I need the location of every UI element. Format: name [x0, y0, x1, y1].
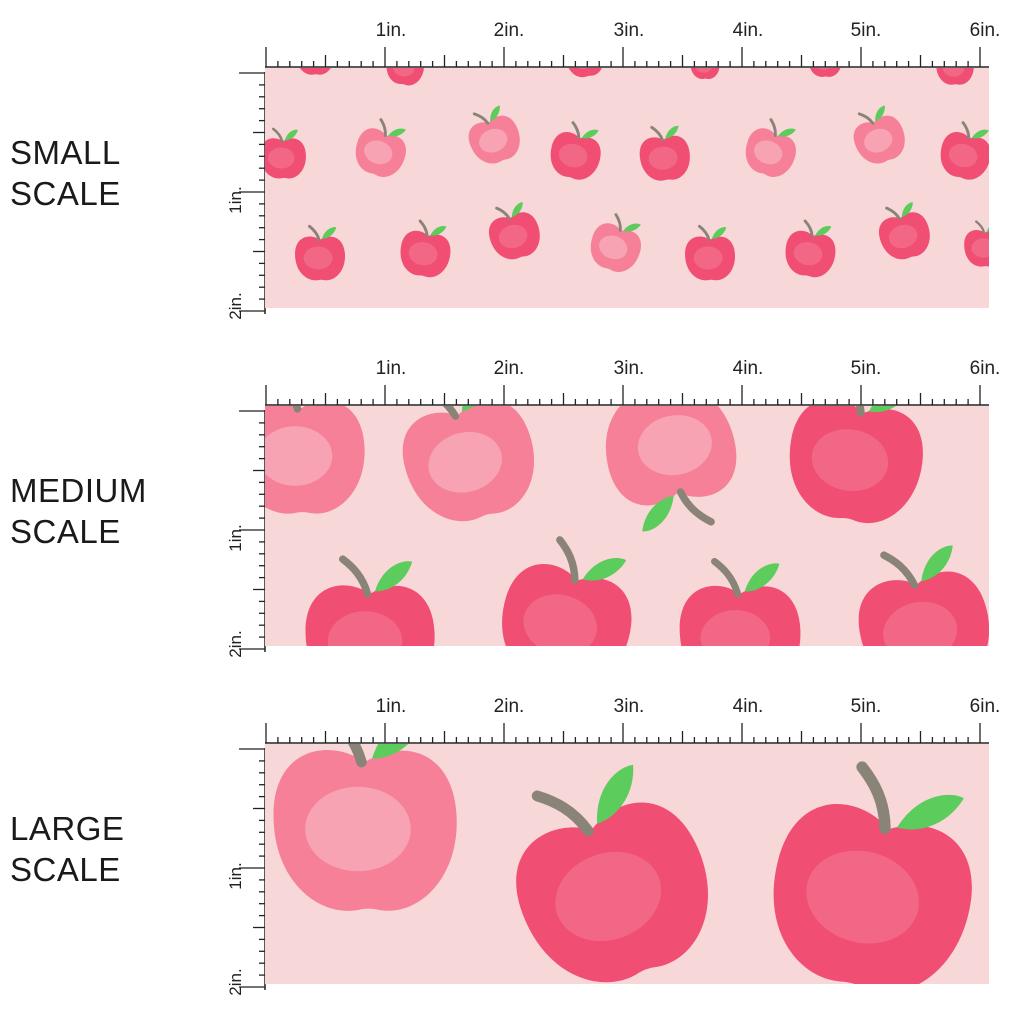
ruler-top — [265, 384, 989, 406]
scale-label-large: LARGE SCALE — [10, 808, 124, 890]
ruler-top — [265, 46, 989, 68]
scale-label-line2: SCALE — [10, 175, 121, 212]
ruler-side-label-2in: 2in. — [226, 968, 245, 996]
ruler-side-label-1in: 1in. — [226, 186, 245, 214]
ruler-label-6in: 6in. — [969, 20, 1001, 41]
ruler-label-5in: 5in. — [850, 20, 882, 41]
scale-label-line2: SCALE — [10, 851, 121, 888]
ruler-label-5in: 5in. — [850, 696, 882, 717]
ruler-label-2in: 2in. — [493, 358, 525, 379]
ruler-side-label-1in: 1in. — [226, 862, 245, 890]
ruler-side-label-2in: 2in. — [226, 630, 245, 658]
ruler-label-1in: 1in. — [375, 358, 407, 379]
ruler-label-1in: 1in. — [375, 696, 407, 717]
small-scale-section: SMALL SCALE 1in. 2in. 3in. 4in. 5in. 6in… — [0, 0, 1024, 336]
fabric-swatch-small — [265, 68, 989, 308]
ruler-label-1in: 1in. — [375, 20, 407, 41]
scale-label-line2: SCALE — [10, 513, 121, 550]
ruler-label-3in: 3in. — [613, 696, 645, 717]
scale-label-medium: MEDIUM SCALE — [10, 470, 147, 552]
scale-label-line1: LARGE — [10, 810, 125, 847]
ruler-top — [265, 722, 989, 744]
ruler-label-6in: 6in. — [969, 696, 1001, 717]
apple-pattern — [265, 406, 989, 646]
apple-pattern — [265, 68, 989, 308]
ruler-label-4in: 4in. — [732, 358, 764, 379]
ruler-label-5in: 5in. — [850, 358, 882, 379]
ruler-label-2in: 2in. — [493, 696, 525, 717]
scale-label-small: SMALL SCALE — [10, 132, 121, 214]
scale-label-line1: SMALL — [10, 134, 121, 171]
ruler-side-label-1in: 1in. — [226, 524, 245, 552]
ruler-side-label-2in: 2in. — [226, 292, 245, 320]
ruler-label-6in: 6in. — [969, 358, 1001, 379]
fabric-swatch-large — [265, 744, 989, 984]
ruler-label-3in: 3in. — [613, 358, 645, 379]
large-scale-section: LARGE SCALE 1in. 2in. 3in. 4in. 5in. 6in… — [0, 676, 1024, 1012]
ruler-label-4in: 4in. — [732, 20, 764, 41]
scale-label-line1: MEDIUM — [10, 472, 147, 509]
apple-pattern — [265, 744, 989, 984]
ruler-label-3in: 3in. — [613, 20, 645, 41]
medium-scale-section: MEDIUM SCALE 1in. 2in. 3in. 4in. 5in. 6i… — [0, 338, 1024, 674]
ruler-label-2in: 2in. — [493, 20, 525, 41]
fabric-swatch-medium — [265, 406, 989, 646]
ruler-label-4in: 4in. — [732, 696, 764, 717]
